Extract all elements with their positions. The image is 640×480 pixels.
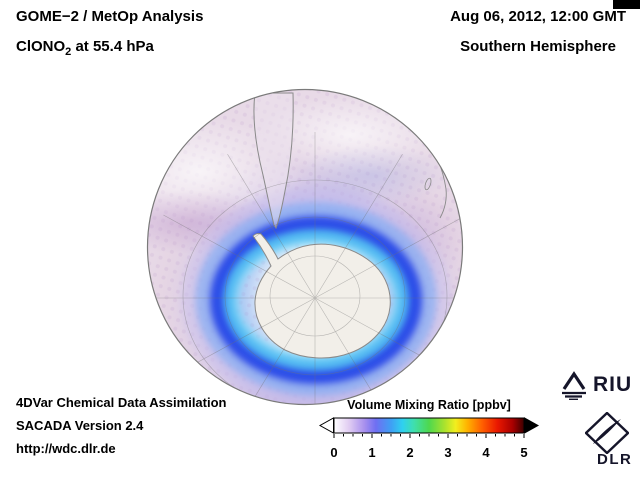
- analysis-title: GOME−2 / MetOp Analysis ClONO2 at 55.4 h…: [16, 8, 203, 73]
- hemisphere-map-svg: [146, 88, 464, 406]
- tick-label-3: 3: [444, 445, 452, 460]
- colorbar-tick-labels: 0 1 2 3 4 5: [318, 445, 540, 460]
- version-label: SACADA Version 2.4: [16, 418, 144, 433]
- colorbar-block: Volume Mixing Ratio [ppbv] 0 1 2 3 4 5: [318, 398, 540, 460]
- riu-logo-text: RIU: [593, 373, 633, 396]
- analysis-title-line1: GOME−2 / MetOp Analysis: [16, 8, 204, 25]
- dlr-logo-text: DLR: [597, 451, 633, 468]
- colorbar-arrow-left: [318, 417, 334, 434]
- polar-vortex-ring: [181, 189, 451, 405]
- corner-mark: [613, 0, 640, 9]
- globe-outline: [146, 88, 464, 406]
- tick-label-0: 0: [330, 445, 338, 460]
- riu-logo: RIU: [560, 370, 632, 400]
- tick-label-4: 4: [482, 445, 490, 460]
- hemisphere-label: Southern Hemisphere: [460, 38, 616, 55]
- dlr-logo-icon: [585, 412, 629, 454]
- antarctica: [252, 233, 391, 359]
- tick-label-2: 2: [406, 445, 414, 460]
- riu-logo-icon: [562, 371, 586, 400]
- colorbar-ticks: [333, 434, 525, 438]
- colorbar-arrow-right: [524, 417, 540, 434]
- colorbar-gradient-bar: [333, 417, 525, 434]
- attribution-block: 4DVar Chemical Data Assimilation SACADA …: [16, 395, 227, 464]
- analysis-title-line2: ClONO2 at 55.4 hPa: [16, 38, 154, 58]
- hemisphere-map: [145, 87, 465, 407]
- datetime-block: Aug 06, 2012, 12:00 GMT Southern Hemisph…: [450, 8, 626, 68]
- colorbar-title: Volume Mixing Ratio [ppbv]: [347, 398, 511, 412]
- tick-label-5: 5: [520, 445, 528, 460]
- chemical-subscript: 2: [65, 46, 72, 58]
- datetime-label: Aug 06, 2012, 12:00 GMT: [450, 8, 626, 25]
- assimilation-label: 4DVar Chemical Data Assimilation: [16, 395, 227, 410]
- tick-label-1: 1: [368, 445, 376, 460]
- website-url: http://wdc.dlr.de: [16, 441, 116, 456]
- south-america-coastline: [253, 92, 294, 230]
- madagascar-coastline: [424, 177, 432, 191]
- colorbar: [318, 417, 540, 438]
